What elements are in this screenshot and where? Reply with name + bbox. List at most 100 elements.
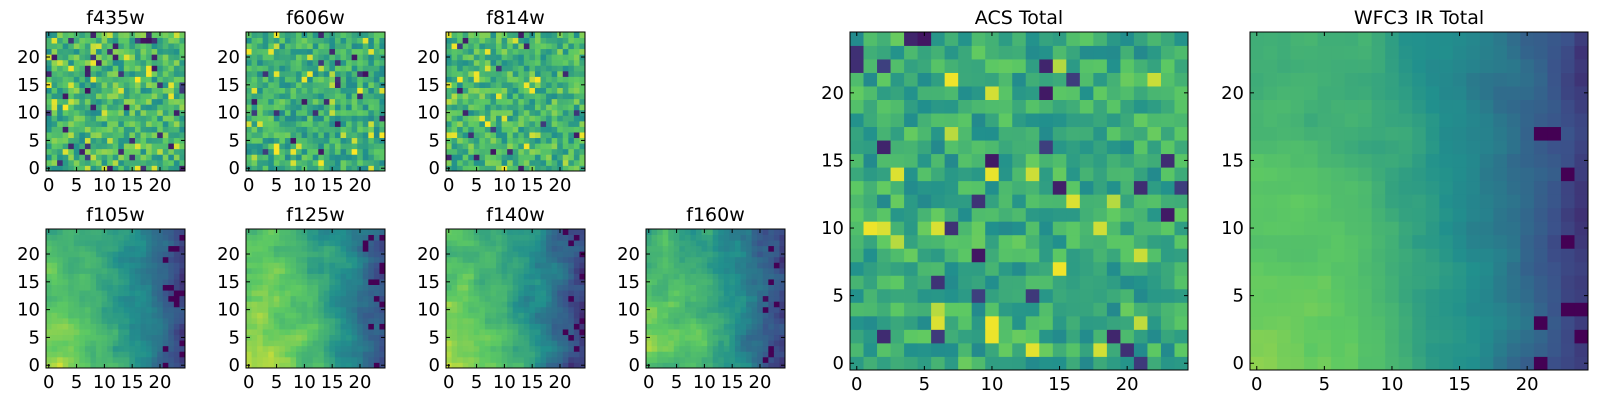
heatmap-cell <box>734 279 741 285</box>
heatmap-cell <box>140 154 147 161</box>
heatmap-cell <box>496 132 502 139</box>
heatmap-cell <box>107 323 114 330</box>
heatmap-cell <box>107 256 114 263</box>
heatmap-cell <box>346 306 353 313</box>
heatmap-cell <box>1120 140 1135 155</box>
heatmap-cell <box>279 256 286 263</box>
heatmap-cell <box>296 245 302 252</box>
heatmap-cell <box>84 245 91 252</box>
heatmap-cell <box>268 351 275 358</box>
heatmap-cell <box>351 317 358 324</box>
heatmap-cell <box>757 351 764 358</box>
heatmap-cell <box>484 87 491 94</box>
heatmap-cell <box>312 295 319 302</box>
heatmap-cell <box>373 340 380 347</box>
heatmap-cell <box>985 113 1000 128</box>
heatmap-cell <box>484 154 491 161</box>
heatmap-cell <box>334 132 341 139</box>
heatmap-cell <box>1160 86 1175 100</box>
heatmap-cell <box>262 154 269 161</box>
heatmap-cell <box>351 132 358 139</box>
heatmap-cell <box>1079 126 1094 141</box>
heatmap-cell <box>257 267 264 274</box>
heatmap-cell <box>334 37 341 44</box>
heatmap-cell <box>944 221 959 236</box>
heatmap-cell <box>523 76 530 83</box>
heatmap-cell <box>462 59 469 66</box>
heatmap-cell <box>971 113 986 128</box>
heatmap-cell <box>57 87 64 94</box>
heatmap-cell <box>346 132 353 139</box>
heatmap-cell <box>273 312 280 319</box>
heatmap-cell <box>863 342 878 357</box>
heatmap-cell <box>62 245 69 252</box>
heatmap-cell <box>323 165 330 172</box>
heatmap-cell <box>318 98 325 105</box>
heatmap-cell <box>101 301 108 308</box>
heatmap-cell <box>323 82 330 88</box>
heatmap-cell <box>518 76 525 83</box>
heatmap-cell <box>334 284 341 291</box>
heatmap-cell <box>373 323 380 330</box>
heatmap-cell <box>123 251 130 258</box>
heatmap-cell <box>479 229 486 235</box>
heatmap-cell <box>157 154 164 161</box>
heatmap-cell <box>701 345 708 352</box>
heatmap-cell <box>51 165 58 172</box>
heatmap-cell <box>985 248 1000 263</box>
heatmap-cell <box>68 229 75 235</box>
heatmap-cell <box>146 334 153 341</box>
heatmap-cell <box>362 317 369 324</box>
heatmap-cell <box>523 115 530 122</box>
heatmap-cell <box>51 295 58 302</box>
heatmap-cell <box>46 132 52 139</box>
heatmap-cell <box>146 87 153 94</box>
heatmap-cell <box>529 245 536 252</box>
heatmap-cell <box>850 207 864 222</box>
heatmap-cell <box>562 329 569 336</box>
heatmap-cell <box>73 312 80 319</box>
heatmap-cell <box>140 240 147 247</box>
heatmap-cell <box>79 132 86 139</box>
y-tick-label: 5 <box>29 130 40 151</box>
heatmap-cell <box>651 334 658 341</box>
heatmap-cell <box>457 317 464 324</box>
heatmap-cell <box>512 334 519 341</box>
heatmap-cell <box>362 301 369 308</box>
heatmap-cell <box>944 356 959 371</box>
heatmap-cell <box>346 59 353 66</box>
heatmap-cell <box>931 59 946 73</box>
heatmap-cell <box>379 301 386 308</box>
heatmap-cell <box>562 126 569 133</box>
heatmap-cell <box>290 54 297 61</box>
heatmap-cell <box>246 120 252 127</box>
heatmap-cell <box>246 98 252 105</box>
heatmap-cell <box>462 245 469 252</box>
heatmap-cell <box>151 284 158 291</box>
heatmap-cell <box>568 54 575 61</box>
heatmap-cell <box>307 165 314 172</box>
heatmap-cell <box>334 317 341 324</box>
heatmap-cell <box>1106 221 1121 236</box>
heatmap-cell <box>551 137 558 144</box>
heatmap-cell <box>323 234 330 241</box>
heatmap-cell <box>118 317 125 324</box>
heatmap-cell <box>134 87 141 94</box>
heatmap-cell <box>179 329 186 336</box>
heatmap-cell <box>877 329 891 344</box>
heatmap-cell <box>551 306 558 313</box>
heatmap-cell <box>507 82 514 88</box>
heatmap-cell <box>162 59 169 66</box>
heatmap-cell <box>479 267 486 274</box>
heatmap-cell <box>998 32 1013 46</box>
heatmap-cell <box>446 284 452 291</box>
heatmap-cell <box>457 356 464 363</box>
heatmap-cell <box>534 284 541 291</box>
heatmap-cell <box>262 98 269 105</box>
heatmap-cell <box>246 93 252 100</box>
heatmap-cell <box>534 317 541 324</box>
heatmap-cell <box>690 345 697 352</box>
heatmap-cell <box>101 356 108 363</box>
heatmap-cell <box>90 279 97 285</box>
heatmap-cell <box>518 54 525 61</box>
